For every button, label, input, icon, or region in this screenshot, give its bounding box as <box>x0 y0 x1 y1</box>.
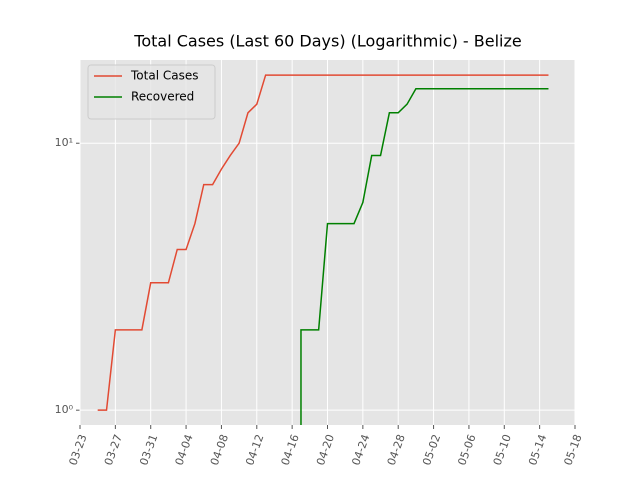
x-tick-label: 04-12 <box>243 433 266 467</box>
x-tick-label: 05-18 <box>561 433 584 467</box>
x-tick-label: 04-04 <box>173 433 196 467</box>
x-tick-label: 03-27 <box>102 433 125 467</box>
x-tick-label: 04-16 <box>279 433 302 467</box>
chart-title: Total Cases (Last 60 Days) (Logarithmic)… <box>133 32 521 51</box>
legend-label: Recovered <box>131 90 194 104</box>
y-tick-label: 10⁰ <box>55 403 74 416</box>
series-line <box>97 74 549 411</box>
x-tick-label: 05-02 <box>420 433 443 467</box>
legend-label: Total Cases <box>130 69 198 83</box>
x-tick-label: 05-06 <box>455 433 478 467</box>
x-tick-label: 05-14 <box>526 433 549 467</box>
legend-box <box>87 64 216 120</box>
series-line <box>300 87 549 425</box>
x-tick-label: 05-10 <box>491 433 514 467</box>
x-tick-label: 04-24 <box>349 433 372 467</box>
x-tick-label: 04-08 <box>208 433 231 467</box>
x-tick-label: 03-23 <box>66 433 89 467</box>
x-tick-label: 04-20 <box>314 433 337 467</box>
x-tick-label: 03-31 <box>137 433 160 467</box>
x-tick-label: 04-28 <box>385 433 408 467</box>
y-tick-label: 10¹ <box>55 136 73 149</box>
